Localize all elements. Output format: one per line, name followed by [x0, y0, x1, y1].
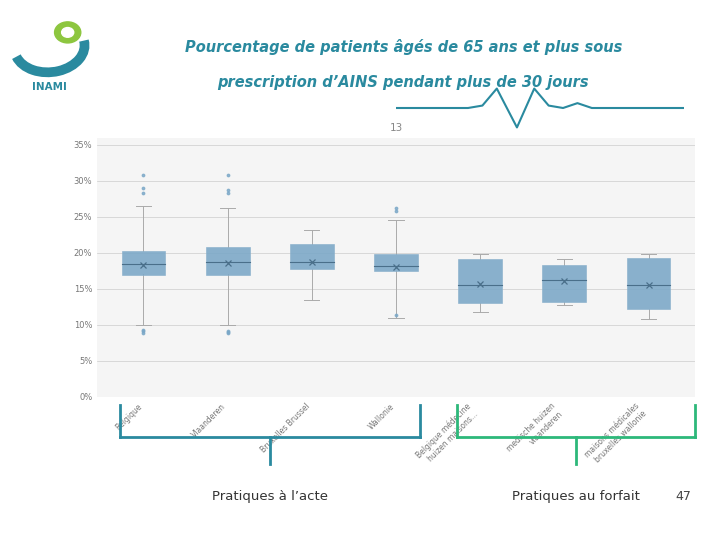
Text: 13: 13	[390, 123, 402, 132]
Circle shape	[62, 28, 73, 37]
Text: Pourcentage de patients âgés de 65 ans et plus sous: Pourcentage de patients âgés de 65 ans e…	[184, 39, 622, 55]
Bar	[542, 265, 586, 302]
Bar	[290, 244, 333, 269]
Text: 47: 47	[675, 490, 691, 503]
Circle shape	[55, 22, 81, 43]
Text: Pratiques au forfait: Pratiques au forfait	[512, 490, 639, 503]
Text: Pratiques à l’acte: Pratiques à l’acte	[212, 490, 328, 503]
Bar	[206, 247, 250, 274]
Bar	[459, 259, 502, 303]
Text: prescription d’AINS pendant plus de 30 jours: prescription d’AINS pendant plus de 30 j…	[217, 75, 589, 90]
Bar	[626, 258, 670, 309]
Text: INAMI: INAMI	[32, 83, 67, 92]
Bar	[122, 251, 166, 274]
Bar	[374, 254, 418, 271]
